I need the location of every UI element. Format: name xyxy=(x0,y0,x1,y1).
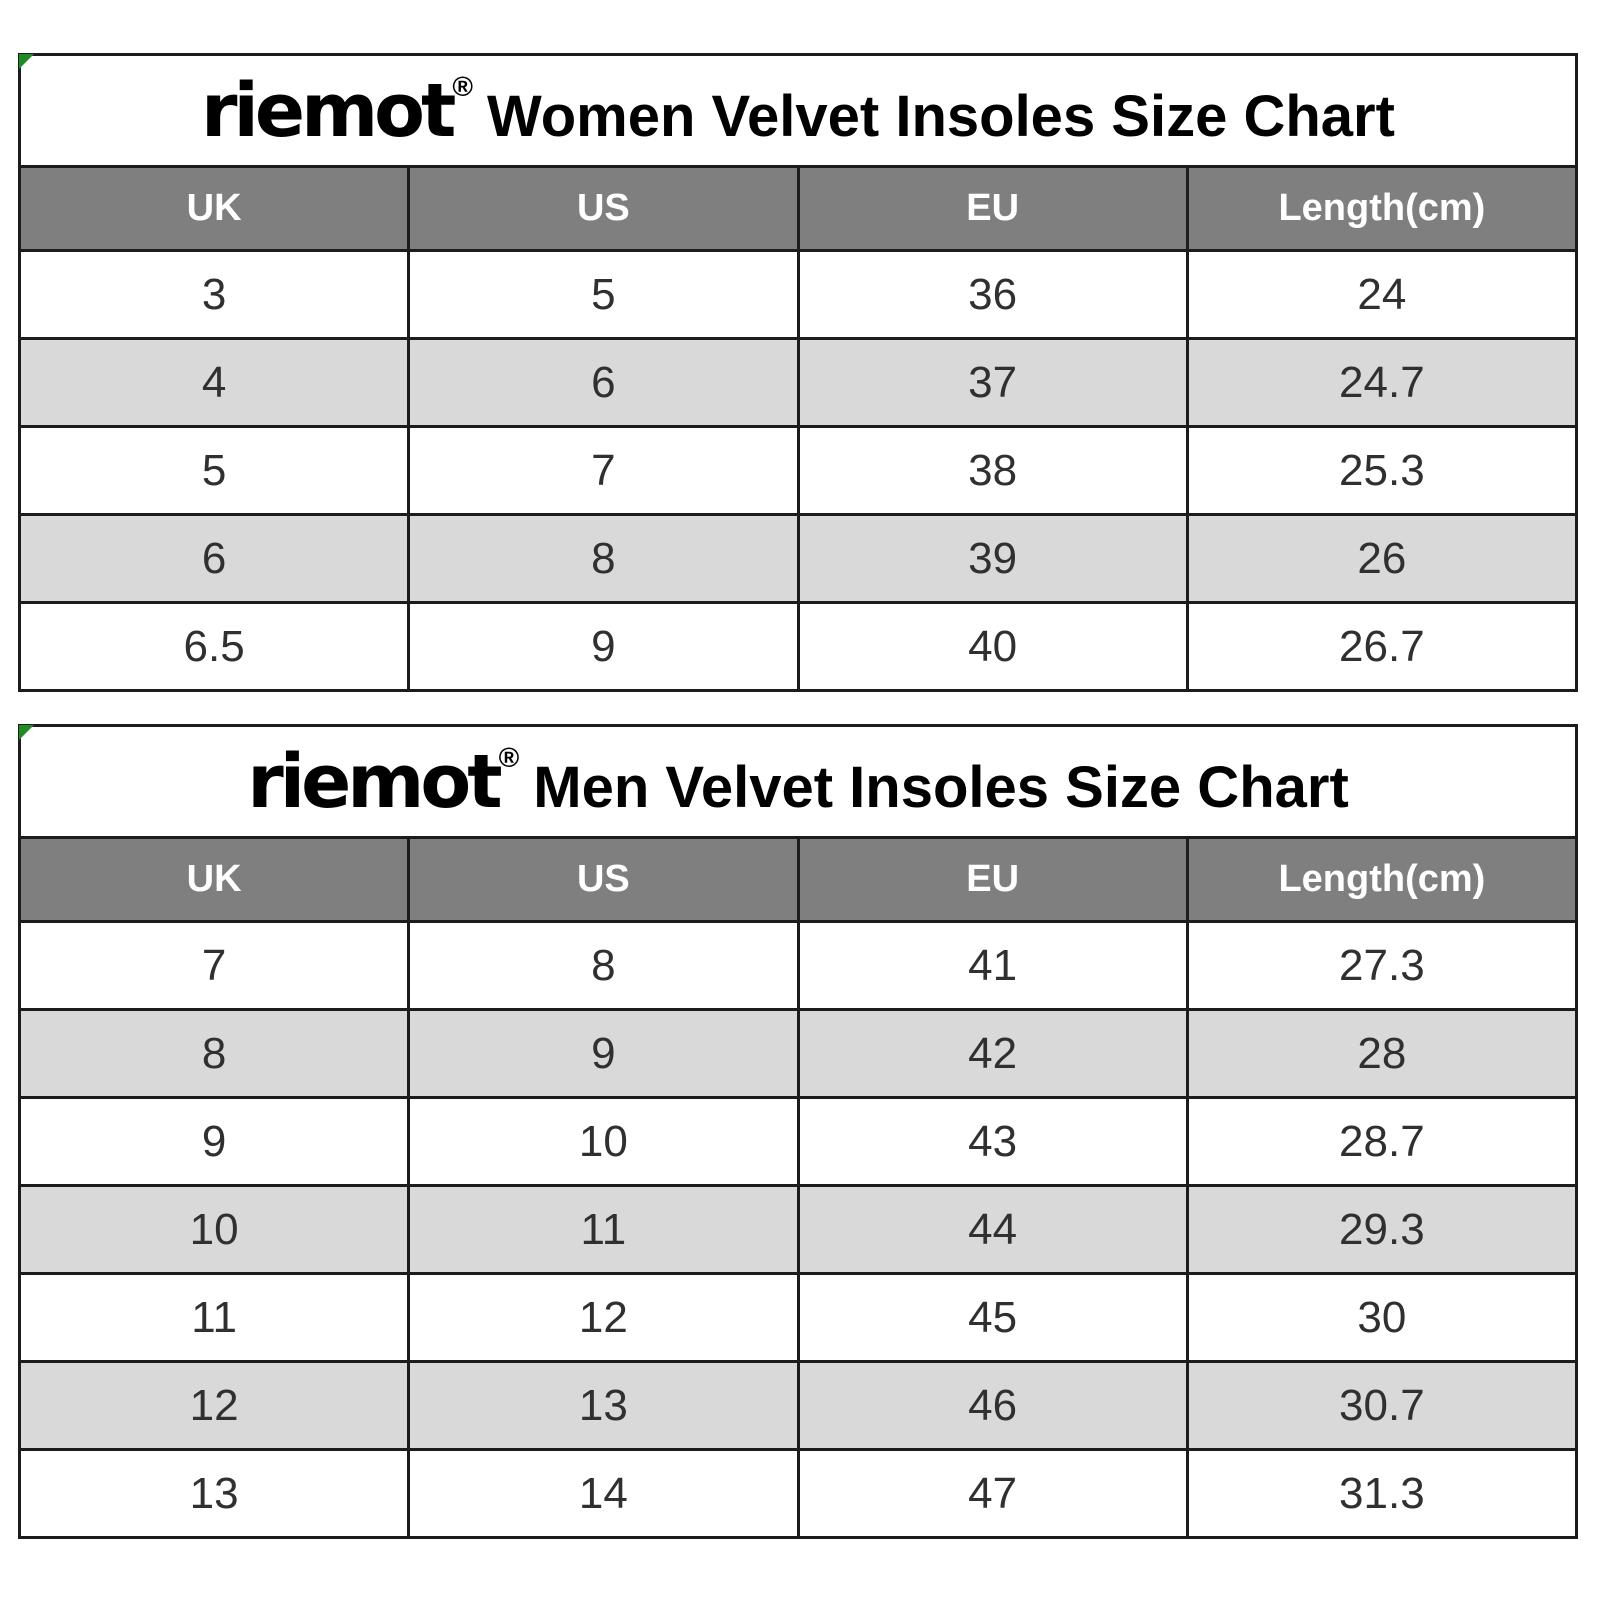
women-size-chart-table: riemot® Women Velvet Insoles Size Chart U… xyxy=(17,53,1579,692)
column-header-eu: EU xyxy=(796,165,1189,252)
size-cell: 11 xyxy=(407,1184,800,1275)
table-row: 12 13 46 30.7 xyxy=(17,1360,1579,1451)
size-cell: 41 xyxy=(796,920,1189,1011)
size-cell: 12 xyxy=(407,1272,800,1363)
size-cell: 8 xyxy=(407,513,800,604)
table-title: Men Velvet Insoles Size Chart xyxy=(533,754,1349,820)
table-title-cell: riemot® Women Velvet Insoles Size Chart xyxy=(18,53,1578,168)
size-cell: 4 xyxy=(17,337,411,428)
size-cell: 6 xyxy=(17,513,411,604)
size-cell: 9 xyxy=(407,1008,800,1099)
size-cell: 30 xyxy=(1185,1272,1579,1363)
size-cell: 10 xyxy=(17,1184,411,1275)
table-title-row: riemot® Women Velvet Insoles Size Chart xyxy=(18,53,1578,168)
size-cell: 24.7 xyxy=(1185,337,1579,428)
size-cell: 39 xyxy=(796,513,1189,604)
size-cell: 12 xyxy=(17,1360,411,1451)
size-cell: 45 xyxy=(796,1272,1189,1363)
size-cell: 37 xyxy=(796,337,1189,428)
size-cell: 14 xyxy=(407,1448,800,1539)
table-row: 9 10 43 28.7 xyxy=(17,1096,1579,1187)
size-cell: 10 xyxy=(407,1096,800,1187)
riemot-logo: riemot xyxy=(247,738,502,825)
size-cell: 43 xyxy=(796,1096,1189,1187)
size-cell: 27.3 xyxy=(1185,920,1579,1011)
size-cell: 30.7 xyxy=(1185,1360,1579,1451)
size-cell: 31.3 xyxy=(1185,1448,1579,1539)
column-header-us: US xyxy=(407,836,800,923)
riemot-logo: riemot xyxy=(201,67,456,154)
size-cell: 8 xyxy=(17,1008,411,1099)
table-title-row: riemot® Men Velvet Insoles Size Chart xyxy=(18,724,1578,839)
table-row: 7 8 41 27.3 xyxy=(17,920,1579,1011)
size-cell: 5 xyxy=(17,425,411,516)
size-cell: 40 xyxy=(796,601,1189,692)
size-cell: 3 xyxy=(17,249,411,340)
size-cell: 7 xyxy=(17,920,411,1011)
registered-trademark-icon: ® xyxy=(452,70,474,102)
table-row: 10 11 44 29.3 xyxy=(17,1184,1579,1275)
size-cell: 13 xyxy=(407,1360,800,1451)
size-cell: 7 xyxy=(407,425,800,516)
size-cell: 11 xyxy=(17,1272,411,1363)
size-cell: 25.3 xyxy=(1185,425,1579,516)
size-cell: 42 xyxy=(796,1008,1189,1099)
size-cell: 28.7 xyxy=(1185,1096,1579,1187)
size-cell: 29.3 xyxy=(1185,1184,1579,1275)
size-cell: 46 xyxy=(796,1360,1189,1451)
size-cell: 6.5 xyxy=(17,601,411,692)
size-cell: 9 xyxy=(407,601,800,692)
men-size-chart-table: riemot® Men Velvet Insoles Size Chart UK … xyxy=(17,724,1579,1539)
excel-corner-marker-icon xyxy=(19,54,34,69)
column-header-eu: EU xyxy=(796,836,1189,923)
table-row: 4 6 37 24.7 xyxy=(17,337,1579,428)
size-cell: 8 xyxy=(407,920,800,1011)
table-row: 3 5 36 24 xyxy=(17,249,1579,340)
column-header-uk: UK xyxy=(17,165,411,252)
column-header-row: UK US EU Length(cm) xyxy=(17,836,1579,923)
table-row: 13 14 47 31.3 xyxy=(17,1448,1579,1539)
size-cell: 6 xyxy=(407,337,800,428)
size-cell: 26.7 xyxy=(1185,601,1579,692)
column-header-uk: UK xyxy=(17,836,411,923)
registered-trademark-icon: ® xyxy=(498,741,520,773)
size-cell: 47 xyxy=(796,1448,1189,1539)
column-header-row: UK US EU Length(cm) xyxy=(17,165,1579,252)
size-cell: 38 xyxy=(796,425,1189,516)
table-row: 8 9 42 28 xyxy=(17,1008,1579,1099)
size-cell: 24 xyxy=(1185,249,1579,340)
size-cell: 28 xyxy=(1185,1008,1579,1099)
table-row: 6 8 39 26 xyxy=(17,513,1579,604)
table-row: 11 12 45 30 xyxy=(17,1272,1579,1363)
table-row: 5 7 38 25.3 xyxy=(17,425,1579,516)
size-cell: 13 xyxy=(17,1448,411,1539)
excel-corner-marker-icon xyxy=(19,725,34,740)
column-header-length: Length(cm) xyxy=(1185,836,1579,923)
column-header-us: US xyxy=(407,165,800,252)
size-cell: 26 xyxy=(1185,513,1579,604)
size-cell: 44 xyxy=(796,1184,1189,1275)
table-title-cell: riemot® Men Velvet Insoles Size Chart xyxy=(18,724,1578,839)
table-title: Women Velvet Insoles Size Chart xyxy=(487,83,1395,149)
size-cell: 36 xyxy=(796,249,1189,340)
size-cell: 9 xyxy=(17,1096,411,1187)
size-cell: 5 xyxy=(407,249,800,340)
column-header-length: Length(cm) xyxy=(1185,165,1579,252)
table-row: 6.5 9 40 26.7 xyxy=(17,601,1579,692)
